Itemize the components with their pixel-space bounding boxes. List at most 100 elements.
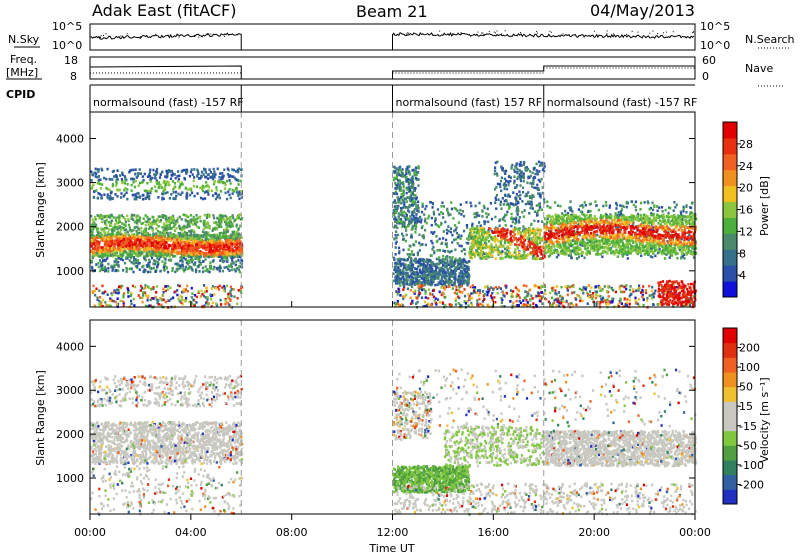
heatmap-cell bbox=[441, 261, 444, 265]
heatmap-cell bbox=[119, 258, 123, 261]
heatmap-cell bbox=[654, 254, 657, 258]
heatmap-cell bbox=[119, 174, 122, 177]
heatmap-cell bbox=[107, 304, 110, 307]
heatmap-cell bbox=[223, 250, 226, 254]
heatmap-cell bbox=[409, 281, 413, 284]
heatmap-cell bbox=[229, 289, 232, 293]
heatmap-cell bbox=[165, 267, 168, 270]
heatmap-cell bbox=[457, 263, 460, 266]
heatmap-cell bbox=[394, 302, 397, 306]
heatmap-cell bbox=[458, 290, 461, 294]
heatmap-cell bbox=[111, 183, 115, 186]
heatmap-cell bbox=[407, 264, 410, 267]
cpid-group: normalsound (fast) -157 RF normalsound (f… bbox=[89, 85, 697, 112]
heatmap-cell bbox=[164, 261, 167, 265]
heatmap-cell bbox=[137, 219, 140, 223]
heatmap-cell bbox=[128, 244, 131, 247]
heatmap-cell bbox=[428, 280, 431, 283]
heatmap-cell bbox=[169, 250, 172, 253]
heatmap-cell bbox=[93, 251, 96, 255]
heatmap-cell bbox=[169, 170, 172, 173]
heatmap-cell bbox=[205, 216, 209, 220]
heatmap-cell bbox=[478, 293, 481, 297]
heatmap-cell bbox=[415, 204, 418, 208]
heatmap-cell bbox=[458, 285, 461, 289]
heatmap-cell bbox=[123, 193, 126, 196]
heatmap-cell bbox=[402, 183, 405, 186]
heatmap-cell bbox=[117, 224, 120, 228]
heatmap-cell bbox=[205, 237, 209, 240]
heatmap-cell bbox=[237, 194, 240, 197]
heatmap-cell bbox=[570, 285, 573, 288]
heatmap-cell bbox=[395, 218, 398, 222]
heatmap-cell bbox=[124, 250, 127, 253]
heatmap-cell bbox=[532, 255, 535, 258]
heatmap-cell bbox=[166, 219, 169, 222]
heatmap-cell bbox=[409, 199, 412, 203]
heatmap-cell bbox=[232, 261, 235, 264]
heatmap-cell bbox=[120, 255, 123, 259]
heatmap-cell bbox=[393, 265, 396, 269]
heatmap-cell bbox=[194, 220, 197, 223]
heatmap-cell bbox=[94, 238, 97, 241]
heatmap-cell bbox=[467, 242, 470, 245]
heatmap-cell bbox=[203, 167, 206, 171]
heatmap-cell bbox=[601, 296, 605, 300]
heatmap-cell bbox=[205, 181, 208, 184]
heatmap-cell bbox=[399, 207, 403, 210]
heatmap-cell bbox=[177, 297, 180, 301]
heatmap-cell bbox=[435, 257, 438, 261]
heatmap-cell bbox=[180, 181, 183, 184]
heatmap-cell bbox=[198, 270, 201, 273]
heatmap-cell bbox=[395, 177, 398, 180]
heatmap-cell bbox=[393, 205, 396, 208]
heatmap-cell bbox=[214, 192, 217, 195]
heatmap-cell bbox=[94, 167, 97, 171]
heatmap-cell bbox=[225, 257, 228, 260]
heatmap-cell bbox=[408, 171, 411, 175]
heatmap-cell bbox=[464, 294, 467, 298]
heatmap-cell bbox=[105, 177, 108, 181]
heatmap-cell bbox=[235, 223, 238, 227]
heatmap-cell bbox=[157, 248, 160, 252]
heatmap-cell bbox=[146, 296, 149, 300]
heatmap-cell bbox=[585, 291, 589, 295]
heatmap-cell bbox=[398, 278, 401, 282]
heatmap-cell bbox=[408, 181, 412, 184]
heatmap-cell bbox=[465, 265, 468, 268]
heatmap-cell bbox=[150, 256, 154, 260]
heatmap-cell bbox=[693, 295, 696, 298]
heatmap-cell bbox=[412, 193, 415, 197]
heatmap-cell bbox=[468, 294, 471, 298]
nsearch-point bbox=[439, 30, 441, 32]
heatmap-cell bbox=[138, 231, 141, 235]
heatmap-cell bbox=[166, 225, 169, 229]
heatmap-cell bbox=[435, 266, 438, 270]
heatmap-cell bbox=[214, 173, 217, 176]
heatmap-cell bbox=[219, 239, 222, 242]
heatmap-cell bbox=[402, 281, 405, 285]
heatmap-cell bbox=[407, 217, 410, 221]
heatmap-cell bbox=[540, 291, 544, 294]
heatmap-cell bbox=[151, 297, 154, 300]
heatmap-cell bbox=[155, 180, 158, 184]
heatmap-cell bbox=[398, 222, 401, 225]
heatmap-cell bbox=[392, 211, 396, 215]
heatmap-cell bbox=[394, 305, 397, 308]
heatmap-cell bbox=[201, 292, 204, 296]
heatmap-cell bbox=[120, 253, 123, 257]
heatmap-cell bbox=[95, 287, 98, 291]
heatmap-cell bbox=[677, 288, 680, 291]
heatmap-cell bbox=[164, 247, 167, 251]
heatmap-cell bbox=[408, 196, 411, 200]
heatmap-cell bbox=[628, 302, 631, 306]
heatmap-cell bbox=[170, 173, 173, 177]
heatmap-cell bbox=[411, 263, 414, 267]
heatmap-cell bbox=[421, 281, 424, 284]
nsky-trace bbox=[392, 31, 695, 50]
heatmap-cell bbox=[231, 259, 234, 262]
heatmap-cell bbox=[650, 293, 653, 297]
heatmap-cell bbox=[184, 268, 187, 271]
heatmap-cell bbox=[141, 221, 144, 225]
heatmap-cell bbox=[151, 176, 154, 180]
